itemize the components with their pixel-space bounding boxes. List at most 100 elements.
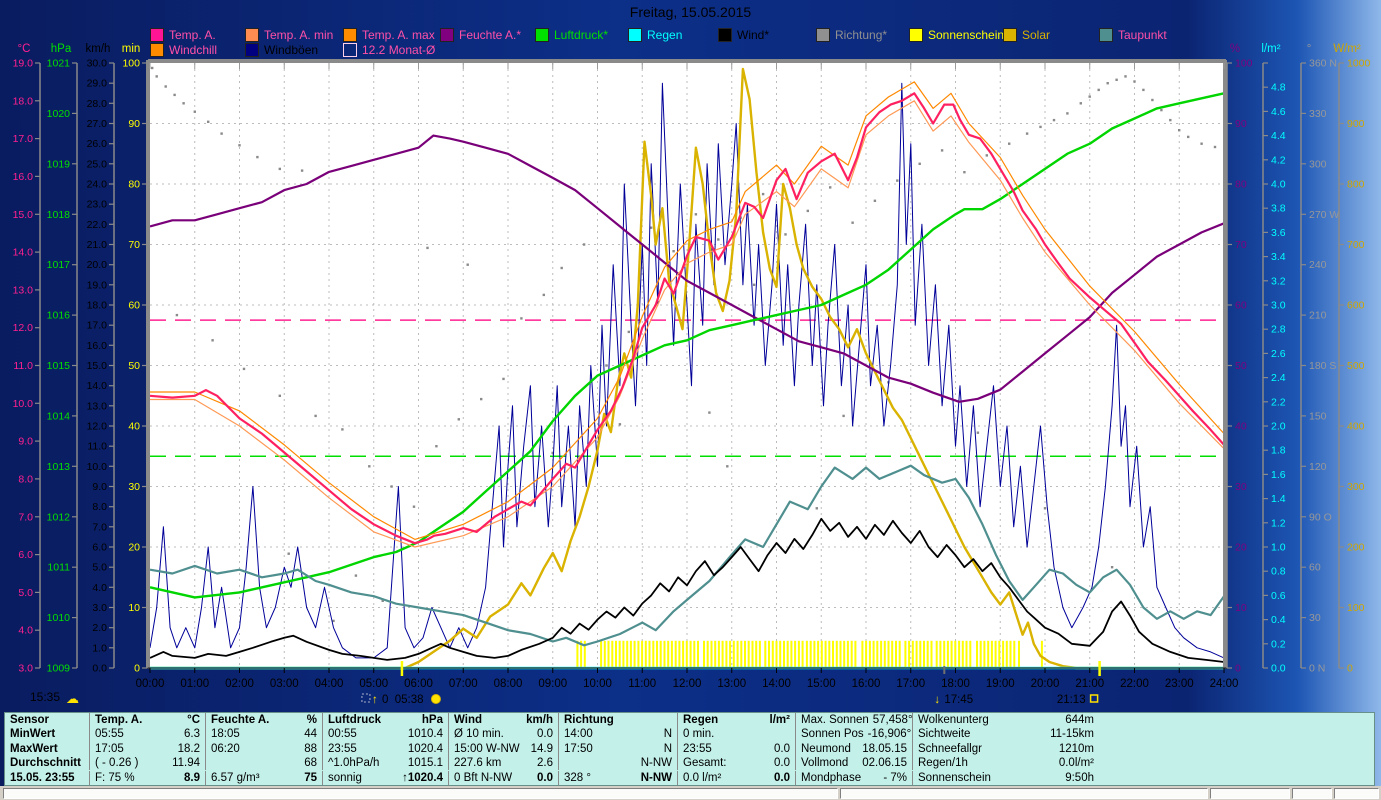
axis-tick-label: 8.0 (92, 501, 107, 513)
series-sonnenschein (768, 640, 770, 668)
axis-tick-label: 2.0 (1271, 421, 1286, 433)
legend-swatch-icon (816, 27, 830, 42)
axis-tick-label: 1019 (47, 158, 71, 170)
axis-tick-label: 27.0 (87, 118, 108, 130)
series-sonnenschein (1002, 640, 1005, 668)
series-richtung (256, 155, 259, 159)
series-sonnenschein (659, 640, 662, 668)
table-cell: 68 (206, 756, 323, 771)
axis-tick-label: 600 (1347, 300, 1365, 312)
col-header-luftdruck: Luftdruck hPa (323, 713, 449, 728)
axis-unit-min: min (122, 43, 141, 55)
legend-swatch-icon (535, 27, 549, 42)
legend-item-luftdruck-: Luftdruck* (535, 27, 628, 42)
x-tick-label: 20:00 (1031, 678, 1060, 690)
axis-tick-label: 3.6 (1271, 227, 1286, 239)
series-richtung (650, 226, 653, 229)
x-tick-label: 16:00 (852, 678, 881, 690)
axis-tick-label: 20 (1235, 542, 1247, 554)
axis-tick-label: 900 (1347, 118, 1365, 130)
series-richtung (182, 102, 185, 105)
extra-cell: Wolkenunterg 644m (918, 714, 1094, 727)
axis-unit-km/h: km/h (86, 43, 111, 55)
series-sonnenschein (887, 640, 890, 668)
series-sonnenschein (1018, 640, 1020, 668)
axis-tick-label: 120 (1309, 461, 1327, 473)
axis-tick-label: 6.0 (18, 549, 33, 561)
axis-tick-label: 180 S (1309, 360, 1336, 372)
axis-tick-label: 15.0 (87, 360, 108, 372)
axis-tick-label: 240 (1309, 259, 1327, 271)
axis-tick-label: 2.8 (1271, 324, 1286, 336)
axis-tick-label: 0.2 (1271, 638, 1286, 650)
series-richtung (582, 243, 586, 246)
series-sonnenschein (703, 640, 705, 668)
series-richtung (672, 250, 675, 253)
legend-swatch-icon (1003, 27, 1017, 42)
table-cell: 227.6 km 2.6 (449, 756, 559, 771)
axis-unit-°C: °C (18, 43, 31, 55)
table-cell: 0 min. (678, 727, 796, 742)
axis-tick-label: 4.6 (1271, 106, 1286, 118)
series-richtung (605, 364, 608, 367)
legend-label: Temp. A. min (264, 27, 334, 42)
series-sonnenschein (969, 640, 972, 668)
table-cell: ^1.0hPa/h 1015.1 (323, 756, 449, 771)
table-cell: 00:55 1010.4 (323, 727, 449, 742)
series-richtung (1088, 95, 1091, 98)
series-sonnenschein (930, 640, 933, 668)
axis-tick-label: 17.0 (87, 320, 108, 332)
series-sonnenschein (771, 640, 774, 668)
series-richtung (238, 144, 241, 147)
x-tick-label: 11:00 (628, 678, 656, 690)
x-tick-label: 08:00 (494, 678, 523, 690)
series-sonnenschein (861, 640, 864, 668)
series-richtung (708, 411, 711, 414)
table-cell: 23:55 1020.4 (323, 741, 449, 756)
series-sonnenschein (965, 640, 968, 668)
series-sonnenschein (622, 640, 625, 668)
series-sonnenschein (790, 640, 793, 668)
axis-tick-label: 70 (1235, 239, 1247, 251)
table-cell: Ø 10 min. 0.0 (449, 727, 559, 742)
table-cell: 0.0 l/m² 0.0 (678, 770, 796, 785)
status-bar (0, 786, 1381, 800)
legend-swatch-icon (150, 42, 164, 57)
axis-tick-label: 1015 (47, 360, 71, 372)
axis-tick-label: 20.0 (87, 259, 108, 271)
series-sonnenschein (979, 640, 982, 668)
series-sonnenschein (644, 640, 647, 668)
axis-tick-label: 30.0 (87, 58, 108, 70)
series-richtung (502, 377, 505, 381)
axis-tick-label: 7.0 (92, 521, 107, 533)
series-sonnenschein (876, 640, 879, 668)
x-tick-label: 17:00 (896, 678, 925, 690)
series-richtung (287, 552, 290, 555)
series-richtung (918, 162, 921, 165)
table-cell: 05:55 6.3 (90, 727, 206, 742)
series-richtung (1079, 102, 1082, 105)
series-sonnenschein (1013, 640, 1016, 668)
series-sonnenschein (637, 640, 640, 668)
series-sonnenschein (950, 640, 953, 668)
x-tick-label: 04:00 (315, 678, 344, 690)
series-sonnenschein (755, 640, 758, 668)
series-sonnenschein (652, 640, 655, 668)
series-sonnenschein (729, 640, 732, 668)
series-sonnenschein (740, 640, 743, 668)
chart-legend: Temp. A. Temp. A. min Temp. A. max Feuchte … (150, 27, 1370, 57)
x-tick-label: 02:00 (225, 678, 254, 690)
legend-label: Wind* (737, 27, 770, 42)
axis-tick-label: 1017 (47, 259, 71, 271)
sunrise-label: 0 05:38 (382, 694, 424, 706)
legend-label: Taupunkt (1118, 27, 1167, 42)
series-richtung (520, 317, 523, 320)
axis-unit-°: ° (1307, 43, 1312, 55)
legend-label: Regen (647, 27, 683, 42)
series-sonnenschein (607, 640, 610, 668)
series-luftdruck (149, 92, 1225, 599)
series-sonnenschein (685, 640, 688, 668)
series-sonnenschein (758, 640, 761, 668)
axis-tick-label: 80 (128, 179, 140, 191)
series-sonnenschein (794, 640, 797, 668)
